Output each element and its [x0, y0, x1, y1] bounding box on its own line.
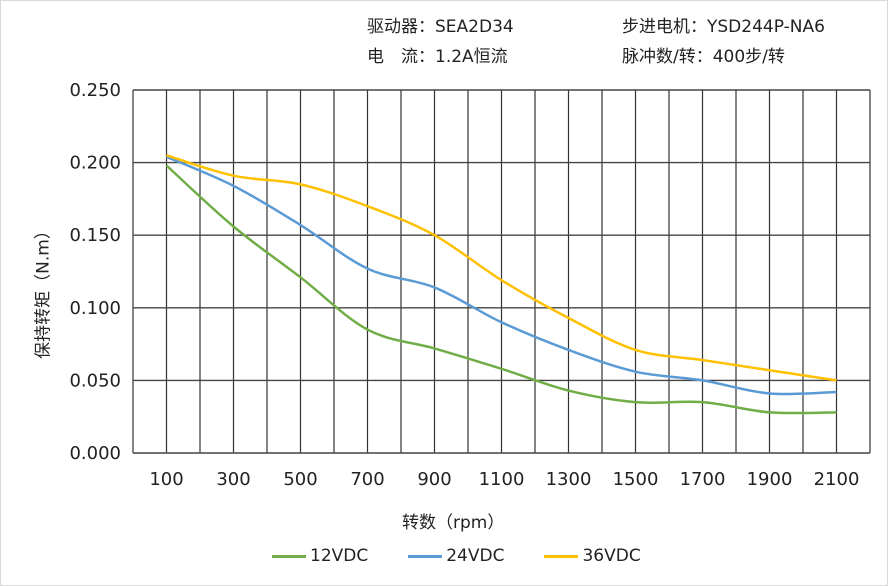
y-tick-label: 0.200 — [69, 153, 121, 174]
legend-label: 12VDC — [310, 546, 369, 566]
x-tick-label: 2100 — [814, 469, 860, 490]
y-tick-label: 0.100 — [69, 298, 121, 319]
x-tick-label: 500 — [283, 469, 317, 490]
legend-item-36vdc: 36VDC — [544, 546, 641, 566]
legend-swatch — [544, 554, 579, 558]
x-tick-label: 1700 — [680, 469, 726, 490]
y-tick-label: 0.000 — [69, 443, 121, 464]
x-tick-label: 100 — [149, 469, 183, 490]
legend-swatch — [408, 554, 443, 558]
y-axis-label: 保持转矩（N.m） — [33, 222, 54, 359]
x-axis-label: 转数（rpm） — [402, 513, 505, 533]
series-line-36vdc — [166, 154, 837, 382]
y-tick-label: 0.150 — [69, 225, 121, 246]
series-line-24vdc — [166, 155, 837, 396]
y-tick-label: 0.050 — [69, 370, 121, 391]
current-label: 电 流：1.2A恒流 — [367, 47, 508, 67]
motor-label: 步进电机：YSD244P-NA6 — [622, 17, 825, 37]
legend-label: 36VDC — [582, 546, 641, 566]
legend-swatch — [272, 554, 306, 558]
x-tick-label: 300 — [216, 469, 250, 490]
legend-label: 24VDC — [446, 546, 505, 566]
driver-label: 驱动器：SEA2D34 — [367, 17, 514, 37]
x-tick-label: 1500 — [613, 469, 659, 490]
series-line-12vdc — [165, 164, 837, 415]
x-tick-label: 1300 — [546, 469, 592, 490]
y-tick-label: 0.250 — [69, 80, 121, 101]
legend-item-24vdc: 24VDC — [408, 546, 504, 566]
legend-item-12vdc: 12VDC — [272, 546, 368, 566]
legend: 12VDC 24VDC 36VDC — [272, 546, 641, 566]
x-tick-label: 1900 — [747, 469, 793, 490]
x-tick-label: 900 — [417, 469, 451, 490]
x-tick-label: 700 — [350, 469, 384, 490]
pulses-label: 脉冲数/转：400步/转 — [622, 47, 785, 67]
x-tick-label: 1100 — [479, 469, 525, 490]
